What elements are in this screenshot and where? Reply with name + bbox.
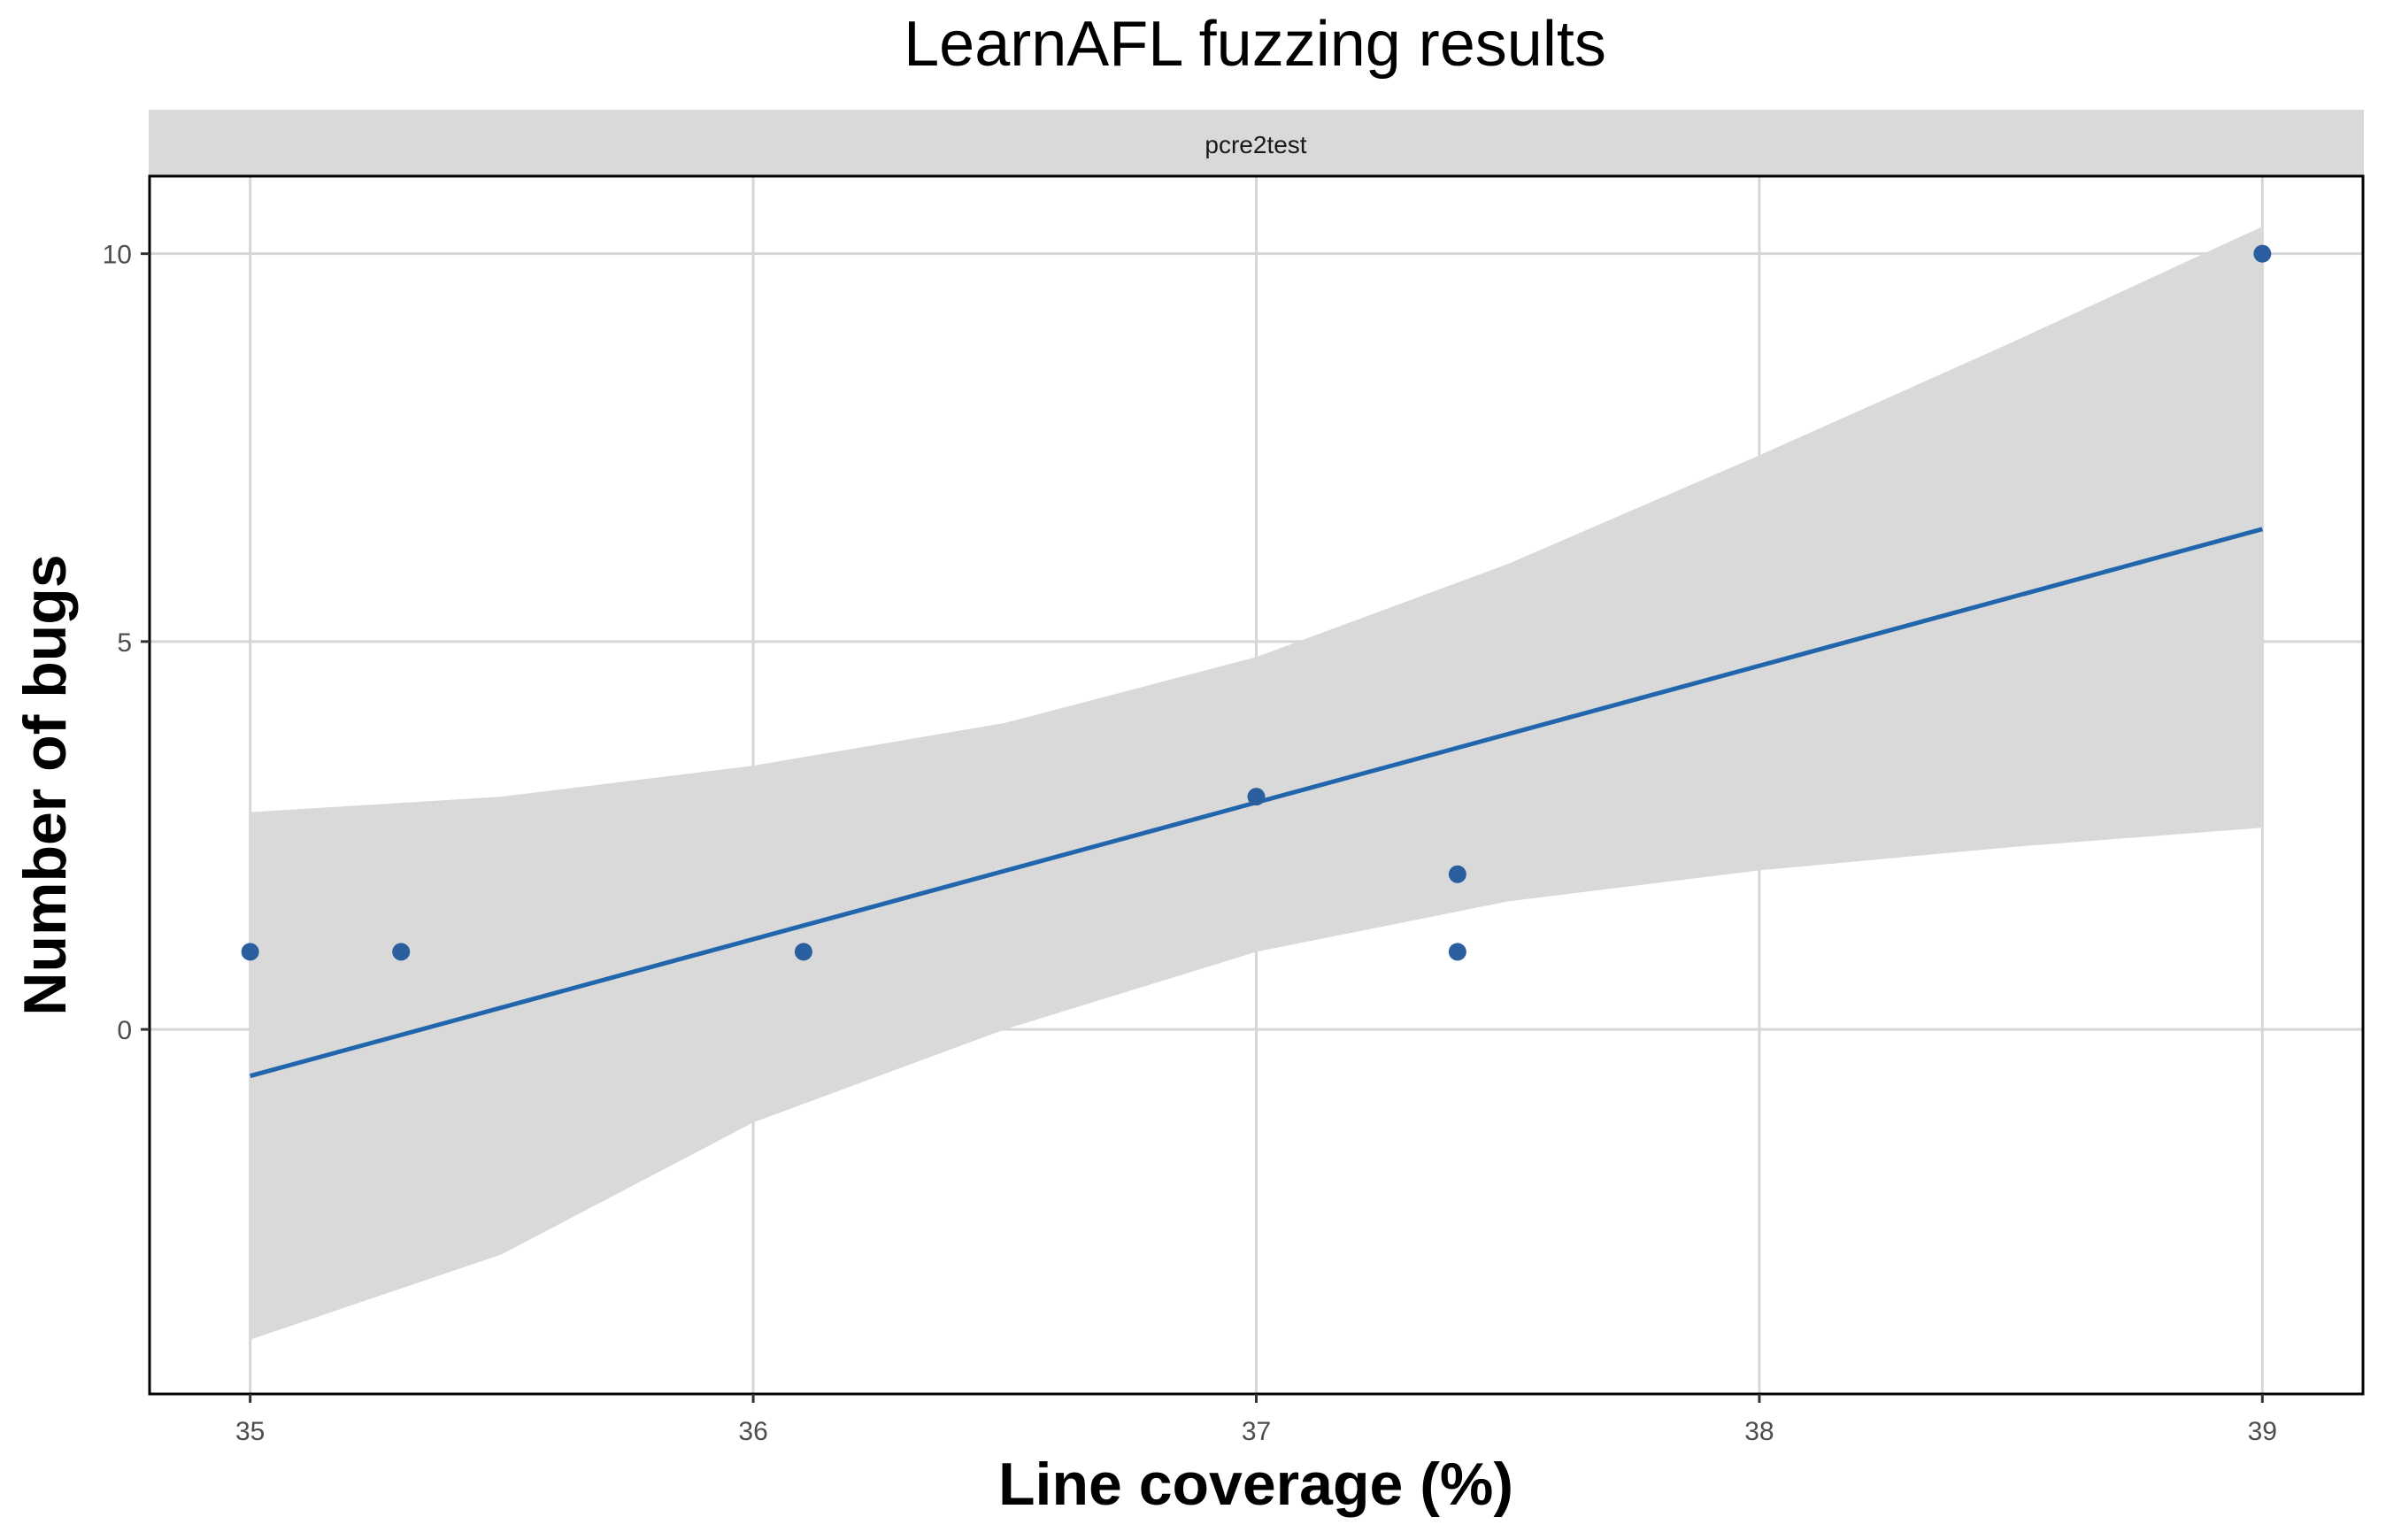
- x-tick-label-39: 39: [2248, 1417, 2277, 1446]
- x-axis-ticks: 35 36 37 38 39: [235, 1394, 2277, 1446]
- data-points: [241, 244, 2272, 961]
- confidence-band-layer: [250, 226, 2263, 1340]
- x-tick-label-37: 37: [1242, 1417, 1271, 1446]
- data-point-1: [241, 943, 259, 961]
- y-tick-label-10: 10: [103, 241, 132, 270]
- facet-strip: [149, 110, 2364, 175]
- y-tick-label-0: 0: [117, 1016, 132, 1045]
- data-point-5: [1448, 865, 1466, 883]
- confidence-band: [250, 226, 2263, 1340]
- y-tick-label-5: 5: [117, 628, 132, 658]
- chart-title: LearnAFL fuzzing results: [904, 9, 1606, 80]
- y-axis-ticks: 0 5 10: [103, 241, 150, 1045]
- data-point-3: [794, 943, 812, 961]
- data-point-4: [1247, 788, 1266, 806]
- facet-strip-label: pcre2test: [1205, 131, 1306, 158]
- x-tick-label-38: 38: [1744, 1417, 1774, 1446]
- data-point-6: [1448, 943, 1466, 961]
- x-axis-title: Line coverage (%): [998, 1451, 1513, 1518]
- data-point-2: [392, 943, 411, 961]
- y-axis-title: Number of bugs: [12, 554, 79, 1015]
- data-point-7: [2253, 244, 2272, 263]
- x-tick-label-35: 35: [235, 1417, 265, 1446]
- x-tick-label-36: 36: [738, 1417, 767, 1446]
